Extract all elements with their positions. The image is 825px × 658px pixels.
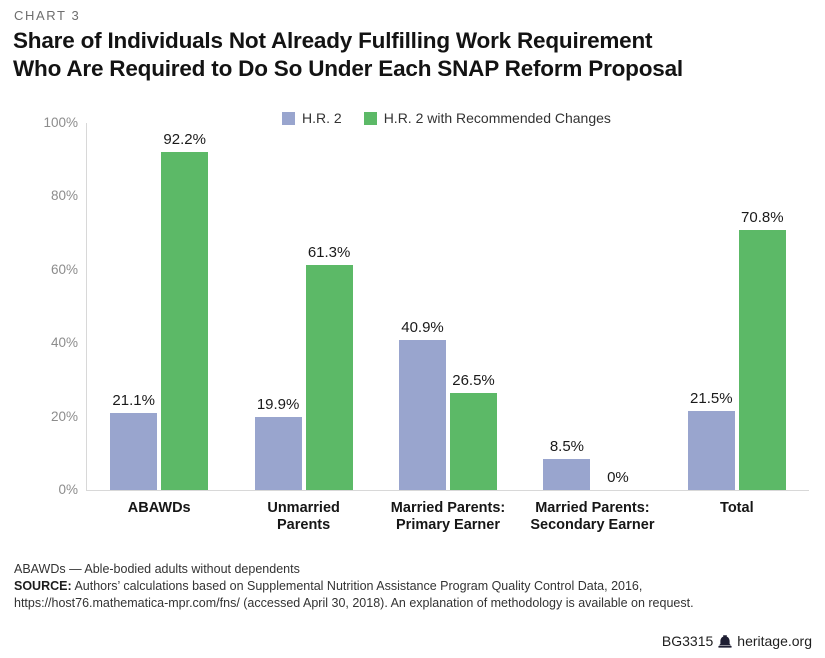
bar [543,458,591,490]
chart-legend: H.R. 2 H.R. 2 with Recommended Changes [282,110,611,126]
brand-footer: BG3315 heritage.org [662,633,812,649]
category-label: ABAWDs [127,500,191,516]
page-title: Share of Individuals Not Already Fulfill… [13,27,683,83]
bar-column: 21.5% [687,390,735,490]
bar-column: 92.2% [161,130,209,490]
y-tick-label: 40% [50,335,78,351]
bar-column: 70.8% [738,209,786,490]
bar-chart-plot: 100% 80% 60% 40% 20% 0% 21.1% 92.2% 19.9% 61.3% 4… [43,115,809,533]
abawds-note: ABAWDs — Able-bodied adults without depe… [14,562,300,576]
bar [450,392,498,490]
legend-item-series-0: H.R. 2 [282,110,342,126]
legend-item-series-1: H.R. 2 with Recommended Changes [363,110,611,126]
category-label: Total [720,500,754,516]
bar-value-label: 21.5% [690,390,733,408]
bar-column: 61.3% [305,244,353,490]
y-tick-label: 60% [50,261,78,277]
bar-column: 0% [594,469,641,490]
y-tick-label: 0% [58,482,78,497]
source-text-line-1: Authors’ calculations based on Supplemen… [74,579,643,593]
bar-groups: 21.1% 92.2% 19.9% 61.3% 40.9% 26.5% 8.5% 0% 21.5… [87,123,809,490]
y-tick-label: 100% [43,115,78,130]
bar [254,416,302,490]
title-line-1: Share of Individuals Not Already Fulfill… [13,28,653,53]
category-label: Unmarried Parents [267,500,340,533]
source-label: SOURCE: [14,579,72,593]
bar-value-label: 92.2% [163,130,206,148]
x-axis-category-labels: ABAWDs Unmarried Parents Married Parents: Pr… [87,500,809,534]
bar [738,230,786,490]
bar-group: 40.9% 26.5% [376,123,520,490]
title-line-2: Who Are Required to Do So Under Each SNA… [13,56,683,81]
bar [161,151,209,490]
bar-column: 26.5% [450,371,498,490]
bar-group: 21.5% 70.8% [665,123,809,490]
bar-group: 19.9% 61.3% [231,123,375,490]
legend-swatch-icon [363,111,377,125]
bar-value-label: 0% [607,469,629,486]
source-text-line-2: https://host76.mathematica-mpr.com/fns/ … [14,596,694,610]
bar-group: 8.5% 0% [520,123,664,490]
chart-number: CHART 3 [14,8,81,23]
category-label: Married Parents: Primary Earner [390,500,506,533]
y-tick-label: 20% [50,408,78,424]
bar-column: 19.9% [254,395,302,490]
bar-column: 40.9% [399,318,447,490]
y-tick-label: 80% [50,188,78,204]
bar-column: 21.1% [110,391,158,490]
legend-swatch-icon [282,111,295,125]
source-note: SOURCE: Authors’ calculations based on S… [14,578,694,612]
bar-value-label: 70.8% [741,209,784,227]
site-name: heritage.org [737,633,812,649]
bar [687,411,735,490]
bar [305,265,353,490]
bar-value-label: 8.5% [549,437,585,455]
category-label: Married Parents: Secondary Earner [530,500,655,533]
bar [399,339,447,490]
report-id: BG3315 [661,633,714,649]
bar-value-label: 40.9% [401,318,444,336]
footnotes: ABAWDs — Able-bodied adults without depe… [14,561,694,612]
bar-column: 8.5% [543,437,591,490]
heritage-bell-icon [718,634,732,648]
legend-label: H.R. 2 [302,110,342,126]
bar-value-label: 21.1% [112,391,155,409]
bar-value-label: 26.5% [452,371,495,389]
legend-label: H.R. 2 with Recommended Changes [383,110,611,126]
bar-value-label: 61.3% [307,244,351,262]
bar [110,412,158,490]
bar-group: 21.1% 92.2% [87,123,231,490]
bar-value-label: 19.9% [256,395,300,413]
